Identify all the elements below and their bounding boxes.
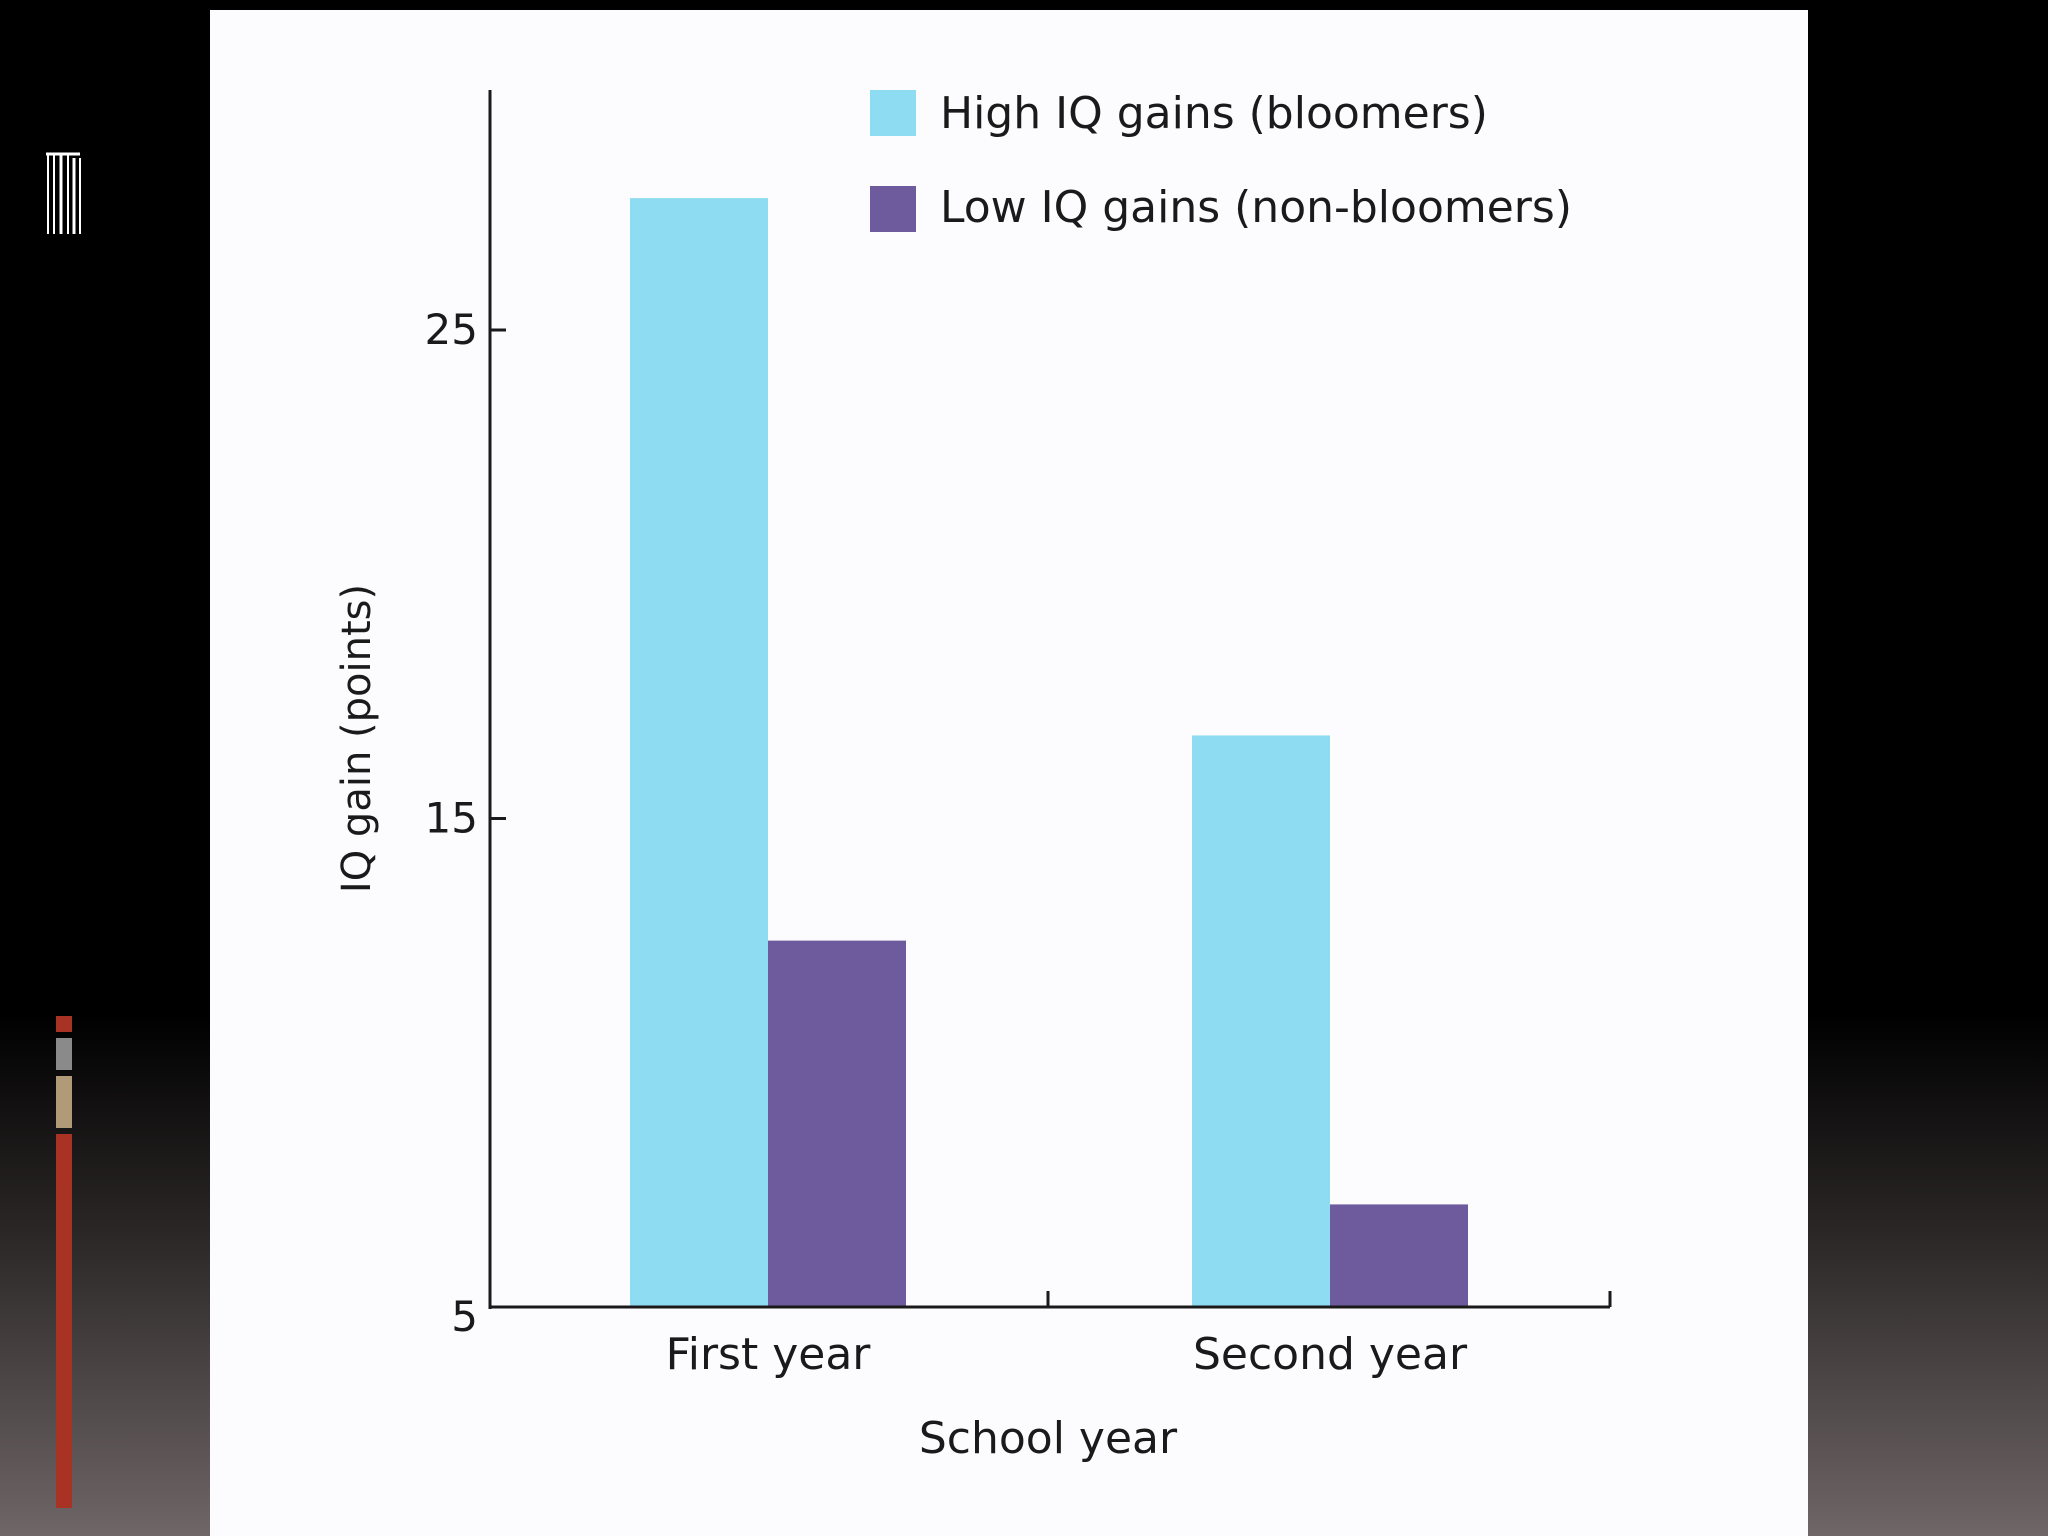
- legend-swatch-low-iq: [870, 186, 916, 232]
- bar-high-first-year: [630, 198, 768, 1308]
- x-category-label: Second year: [1193, 1329, 1468, 1380]
- legend: High IQ gains (bloomers) Low IQ gains (n…: [870, 88, 1572, 233]
- chart-panel: 5 15 25 First year Second year IQ gain (poi…: [210, 10, 1808, 1536]
- accent-bar-red-small: [56, 1016, 72, 1032]
- legend-label-high-iq: High IQ gains (bloomers): [940, 88, 1488, 139]
- accent-bar-gray: [56, 1038, 72, 1070]
- bar-low-second-year: [1330, 1204, 1468, 1307]
- y-tick-label: 15: [425, 794, 478, 843]
- y-ticks: 5 15 25: [425, 305, 1612, 1341]
- legend-label-low-iq: Low IQ gains (non-bloomers): [940, 182, 1572, 233]
- x-axis-title: School year: [919, 1413, 1178, 1464]
- y-tick-label: 5: [451, 1292, 478, 1341]
- y-tick-label: 25: [425, 305, 478, 354]
- accent-bar-red-long: [56, 1134, 72, 1508]
- bar-chart: 5 15 25 First year Second year IQ gain (poi…: [334, 88, 1612, 1464]
- x-category-label: First year: [666, 1329, 872, 1380]
- bar-high-second-year: [1192, 735, 1330, 1307]
- window-lines-icon: [44, 150, 82, 236]
- accent-bar-tan: [56, 1076, 72, 1128]
- y-axis-title: IQ gain (points): [334, 584, 380, 893]
- legend-swatch-high-iq: [870, 90, 916, 136]
- x-categories: First year Second year: [666, 1329, 1468, 1380]
- bar-low-first-year: [768, 940, 906, 1307]
- bars-layer: [630, 198, 1468, 1308]
